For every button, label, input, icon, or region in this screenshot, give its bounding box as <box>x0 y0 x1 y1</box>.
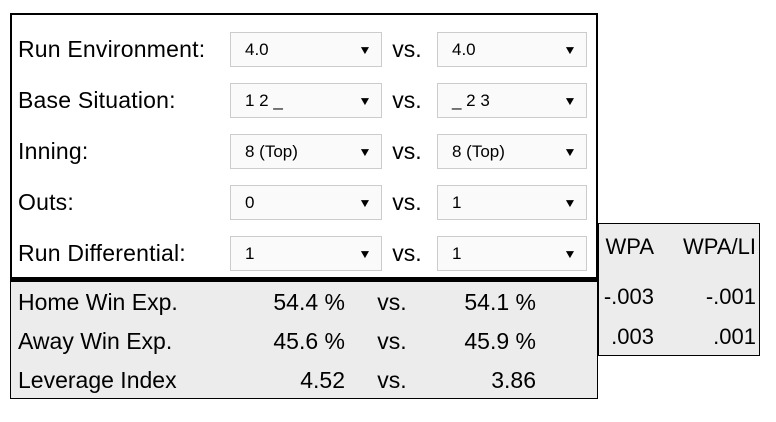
base-situation-select-right[interactable]: _ 2 3 ▼ <box>437 83 587 118</box>
result-row-leverage-index: Leverage Index 4.52 vs. 3.86 <box>11 361 597 400</box>
home-win-exp-label: Home Win Exp. <box>18 289 178 315</box>
selector-row-run-environment: Run Environment: 4.0 ▼ vs. 4.0 ▼ <box>12 24 596 75</box>
dropdown-value: 0 <box>245 192 255 212</box>
wpa-value-home: -.003 <box>603 284 654 309</box>
dropdown-value: 1 <box>245 243 255 263</box>
wpa-li-value-home: -.001 <box>705 284 756 309</box>
leverage-index-left-value: 4.52 <box>300 367 345 393</box>
selector-row-run-differential: Run Differential: 1 ▼ vs. 1 ▼ <box>12 228 596 279</box>
run-environment-select-left[interactable]: 4.0 ▼ <box>230 32 382 67</box>
run-environment-select-right[interactable]: 4.0 ▼ <box>437 32 587 67</box>
selector-row-outs: Outs: 0 ▼ vs. 1 ▼ <box>12 177 596 228</box>
away-win-exp-left-value: 45.6 % <box>273 328 345 354</box>
dropdown-arrow-icon: ▼ <box>358 42 372 57</box>
run-environment-label: Run Environment: <box>18 36 206 62</box>
base-situation-label: Base Situation: <box>18 87 176 113</box>
dropdown-value: 8 (Top) <box>452 141 505 161</box>
vs-label: vs. <box>392 87 422 113</box>
wpa-row-away: .003 .001 <box>599 317 759 357</box>
dropdown-arrow-icon: ▼ <box>358 246 372 261</box>
dropdown-arrow-icon: ▼ <box>358 93 372 108</box>
inning-select-right[interactable]: 8 (Top) ▼ <box>437 134 587 169</box>
wpa-row-home: -.003 -.001 <box>599 277 759 317</box>
dropdown-value: _ 2 3 <box>452 90 490 110</box>
vs-label: vs. <box>392 240 422 266</box>
outs-select-left[interactable]: 0 ▼ <box>230 185 382 220</box>
selector-row-inning: Inning: 8 (Top) ▼ vs. 8 (Top) ▼ <box>12 126 596 177</box>
dropdown-arrow-icon: ▼ <box>563 144 577 159</box>
outs-label: Outs: <box>18 189 74 215</box>
results-panel: Home Win Exp. 54.4 % vs. 54.1 % Away Win… <box>10 279 598 399</box>
result-row-away-win-exp: Away Win Exp. 45.6 % vs. 45.9 % <box>11 322 597 361</box>
result-row-home-win-exp: Home Win Exp. 54.4 % vs. 54.1 % <box>11 283 597 322</box>
dropdown-value: 1 <box>452 243 462 263</box>
dropdown-value: 1 2 _ <box>245 90 283 110</box>
away-win-exp-label: Away Win Exp. <box>18 328 173 354</box>
home-win-exp-right-value: 54.1 % <box>464 289 536 315</box>
dropdown-value: 1 <box>452 192 462 212</box>
vs-label: vs. <box>377 328 407 354</box>
wpa-header-row: WPA WPA/LI <box>599 224 759 269</box>
inning-select-left[interactable]: 8 (Top) ▼ <box>230 134 382 169</box>
home-win-exp-left-value: 54.4 % <box>273 289 345 315</box>
dropdown-arrow-icon: ▼ <box>563 195 577 210</box>
vs-label: vs. <box>392 138 422 164</box>
leverage-index-label: Leverage Index <box>18 367 177 393</box>
inning-label: Inning: <box>18 138 89 164</box>
selector-row-base-situation: Base Situation: 1 2 _ ▼ vs. _ 2 3 ▼ <box>12 75 596 126</box>
vs-label: vs. <box>377 289 407 315</box>
selector-panel: Run Environment: 4.0 ▼ vs. 4.0 ▼ Base Si… <box>10 13 598 279</box>
vs-label: vs. <box>392 36 422 62</box>
dropdown-arrow-icon: ▼ <box>563 246 577 261</box>
run-differential-select-right[interactable]: 1 ▼ <box>437 236 587 271</box>
wpa-value-away: .003 <box>611 324 654 349</box>
dropdown-arrow-icon: ▼ <box>563 42 577 57</box>
dropdown-value: 4.0 <box>452 39 476 59</box>
wpa-header: WPA <box>605 233 654 259</box>
wpa-li-header: WPA/LI <box>683 233 756 259</box>
dropdown-arrow-icon: ▼ <box>563 93 577 108</box>
leverage-index-right-value: 3.86 <box>491 367 536 393</box>
wpa-spacer <box>599 269 759 277</box>
outs-select-right[interactable]: 1 ▼ <box>437 185 587 220</box>
run-differential-select-left[interactable]: 1 ▼ <box>230 236 382 271</box>
dropdown-value: 4.0 <box>245 39 269 59</box>
vs-label: vs. <box>377 367 407 393</box>
vs-label: vs. <box>392 189 422 215</box>
base-situation-select-left[interactable]: 1 2 _ ▼ <box>230 83 382 118</box>
run-differential-label: Run Differential: <box>18 240 186 266</box>
dropdown-arrow-icon: ▼ <box>358 195 372 210</box>
wpa-panel: WPA WPA/LI -.003 -.001 .003 .001 <box>598 223 760 356</box>
away-win-exp-right-value: 45.9 % <box>464 328 536 354</box>
dropdown-value: 8 (Top) <box>245 141 298 161</box>
wpa-li-value-away: .001 <box>713 324 756 349</box>
dropdown-arrow-icon: ▼ <box>358 144 372 159</box>
